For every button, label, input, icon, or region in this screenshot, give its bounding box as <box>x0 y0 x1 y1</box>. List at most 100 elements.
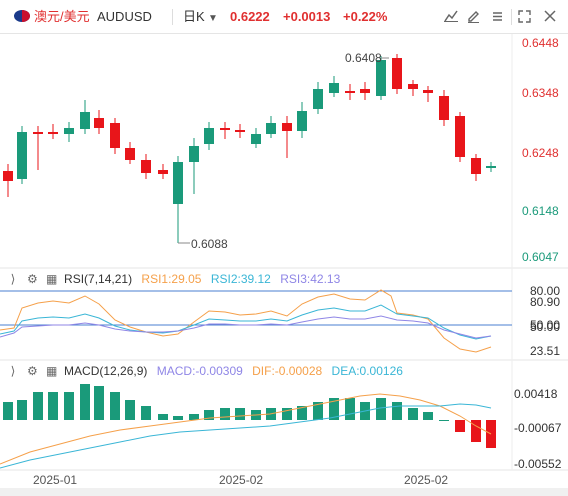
high-marker: 0.6408 <box>345 51 389 65</box>
rsi1-line <box>0 289 492 353</box>
candle[interactable] <box>266 123 276 134</box>
candle[interactable] <box>110 123 120 148</box>
rsi-axis: 80.00 80.90 50.00 50.00 23.51 <box>530 284 560 358</box>
macd-tick: -0.00067 <box>514 421 562 435</box>
macd-bar <box>455 420 465 432</box>
au-flag-icon <box>14 10 30 22</box>
macd-bar <box>17 400 27 420</box>
macd-tick: -0.00552 <box>514 457 562 471</box>
macd-bar <box>329 398 339 420</box>
price-axis: 0.6448 0.6348 0.6248 0.6148 0.6047 <box>522 36 559 264</box>
candle[interactable] <box>3 171 13 181</box>
dif-line <box>0 393 492 465</box>
candle[interactable] <box>408 84 418 89</box>
candle[interactable] <box>189 146 199 162</box>
settings-icon[interactable]: ⚙ <box>26 364 38 378</box>
candle[interactable] <box>141 160 151 173</box>
macd-bar <box>94 386 104 420</box>
rsi-tick: 23.51 <box>530 344 560 358</box>
candle[interactable] <box>80 112 90 129</box>
candle[interactable] <box>282 123 292 131</box>
candle[interactable] <box>345 91 355 93</box>
candle[interactable] <box>486 166 496 168</box>
macd-bar <box>110 392 120 420</box>
candle[interactable] <box>33 132 43 134</box>
candle[interactable] <box>471 158 481 174</box>
candle[interactable] <box>173 162 183 204</box>
rsi3-line <box>0 315 492 339</box>
candle[interactable] <box>204 128 214 144</box>
chevron-down-icon[interactable]: ▼ <box>208 13 218 24</box>
macd-bar <box>408 408 418 420</box>
chart-type-icon[interactable]: ▦ <box>46 272 58 286</box>
macd-bar <box>189 414 199 420</box>
candle[interactable] <box>392 58 402 89</box>
macd-legend: ⟩ ⚙ ▦ MACD(12,26,9) MACD:-0.00309 DIF:-0… <box>6 364 403 378</box>
candle[interactable] <box>48 132 58 134</box>
macd-bar <box>235 408 245 420</box>
settings-icon[interactable] <box>487 6 507 26</box>
fullscreen-icon[interactable] <box>514 6 534 26</box>
macd-bar <box>220 408 230 420</box>
macd-bar <box>297 406 307 420</box>
chart-canvas[interactable]: 0.6408 0.6088 0.6448 0.6348 0.6248 0.614… <box>0 34 568 496</box>
dea-value: DEA:0.00126 <box>331 364 403 378</box>
high-price-label: 0.6408 <box>345 51 382 65</box>
macd-bar <box>345 398 355 420</box>
candle[interactable] <box>297 111 307 131</box>
settings-icon[interactable]: ⚙ <box>26 272 38 286</box>
dea-line <box>0 403 492 469</box>
rsi1-value: RSI1:29.05 <box>141 272 202 286</box>
rsi-tick: 80.90 <box>530 295 560 309</box>
chart-type-icon[interactable]: ▦ <box>46 364 58 378</box>
rsi-tick: 50.00 <box>530 320 560 334</box>
indicator-icon[interactable] <box>441 6 461 26</box>
candle[interactable] <box>64 128 74 134</box>
macd-bar <box>3 402 13 420</box>
rsi2-value: RSI2:39.12 <box>210 272 271 286</box>
time-scrollbar[interactable] <box>0 488 568 496</box>
symbol-code[interactable]: AUDUSD <box>97 9 152 24</box>
candle[interactable] <box>439 96 449 120</box>
candle[interactable] <box>220 128 230 130</box>
rsi2-line <box>0 304 492 340</box>
close-icon[interactable] <box>540 6 560 26</box>
candle[interactable] <box>376 60 386 96</box>
time-tick: 2025-01 <box>33 473 77 487</box>
candle[interactable] <box>17 132 27 179</box>
candle[interactable] <box>329 83 339 93</box>
candle[interactable] <box>360 89 370 93</box>
macd-title: MACD(12,26,9) <box>64 364 148 378</box>
draw-icon[interactable] <box>463 6 483 26</box>
candle[interactable] <box>251 134 261 144</box>
macd-bar <box>158 414 168 420</box>
macd-axis: 0.00418 -0.00067 -0.00552 <box>514 387 562 471</box>
macd-bar <box>471 420 481 442</box>
candle[interactable] <box>158 170 168 174</box>
macd-bar <box>64 392 74 420</box>
candle[interactable] <box>125 148 135 160</box>
collapse-icon[interactable]: ⟩ <box>10 364 16 378</box>
candlestick-series[interactable] <box>3 54 496 243</box>
toolbar-divider <box>172 9 173 25</box>
candle[interactable] <box>455 116 465 157</box>
macd-histogram <box>3 384 496 448</box>
collapse-icon[interactable]: ⟩ <box>10 272 16 286</box>
price-tick: 0.6348 <box>522 86 559 100</box>
low-marker: 0.6088 <box>178 237 228 251</box>
candle[interactable] <box>235 130 245 132</box>
candle[interactable] <box>423 90 433 93</box>
candle[interactable] <box>313 89 323 109</box>
rsi-tick: 80.00 <box>530 284 560 298</box>
time-tick: 2025-02 <box>404 473 448 487</box>
dif-value: DIF:-0.00028 <box>252 364 323 378</box>
chart-toolbar: 澳元/美元 AUDUSD 日K ▼ 0.6222 +0.0013 +0.22% <box>0 0 568 34</box>
period-selector[interactable]: 日K <box>183 9 205 24</box>
rsi-tick: 50.00 <box>530 318 560 332</box>
macd-bar <box>33 392 43 420</box>
candle[interactable] <box>94 118 104 128</box>
macd-value: MACD:-0.00309 <box>156 364 243 378</box>
price-change: +0.0013 <box>283 9 331 24</box>
last-price: 0.6222 <box>230 9 270 24</box>
symbol-name[interactable]: 澳元/美元 <box>34 9 90 24</box>
